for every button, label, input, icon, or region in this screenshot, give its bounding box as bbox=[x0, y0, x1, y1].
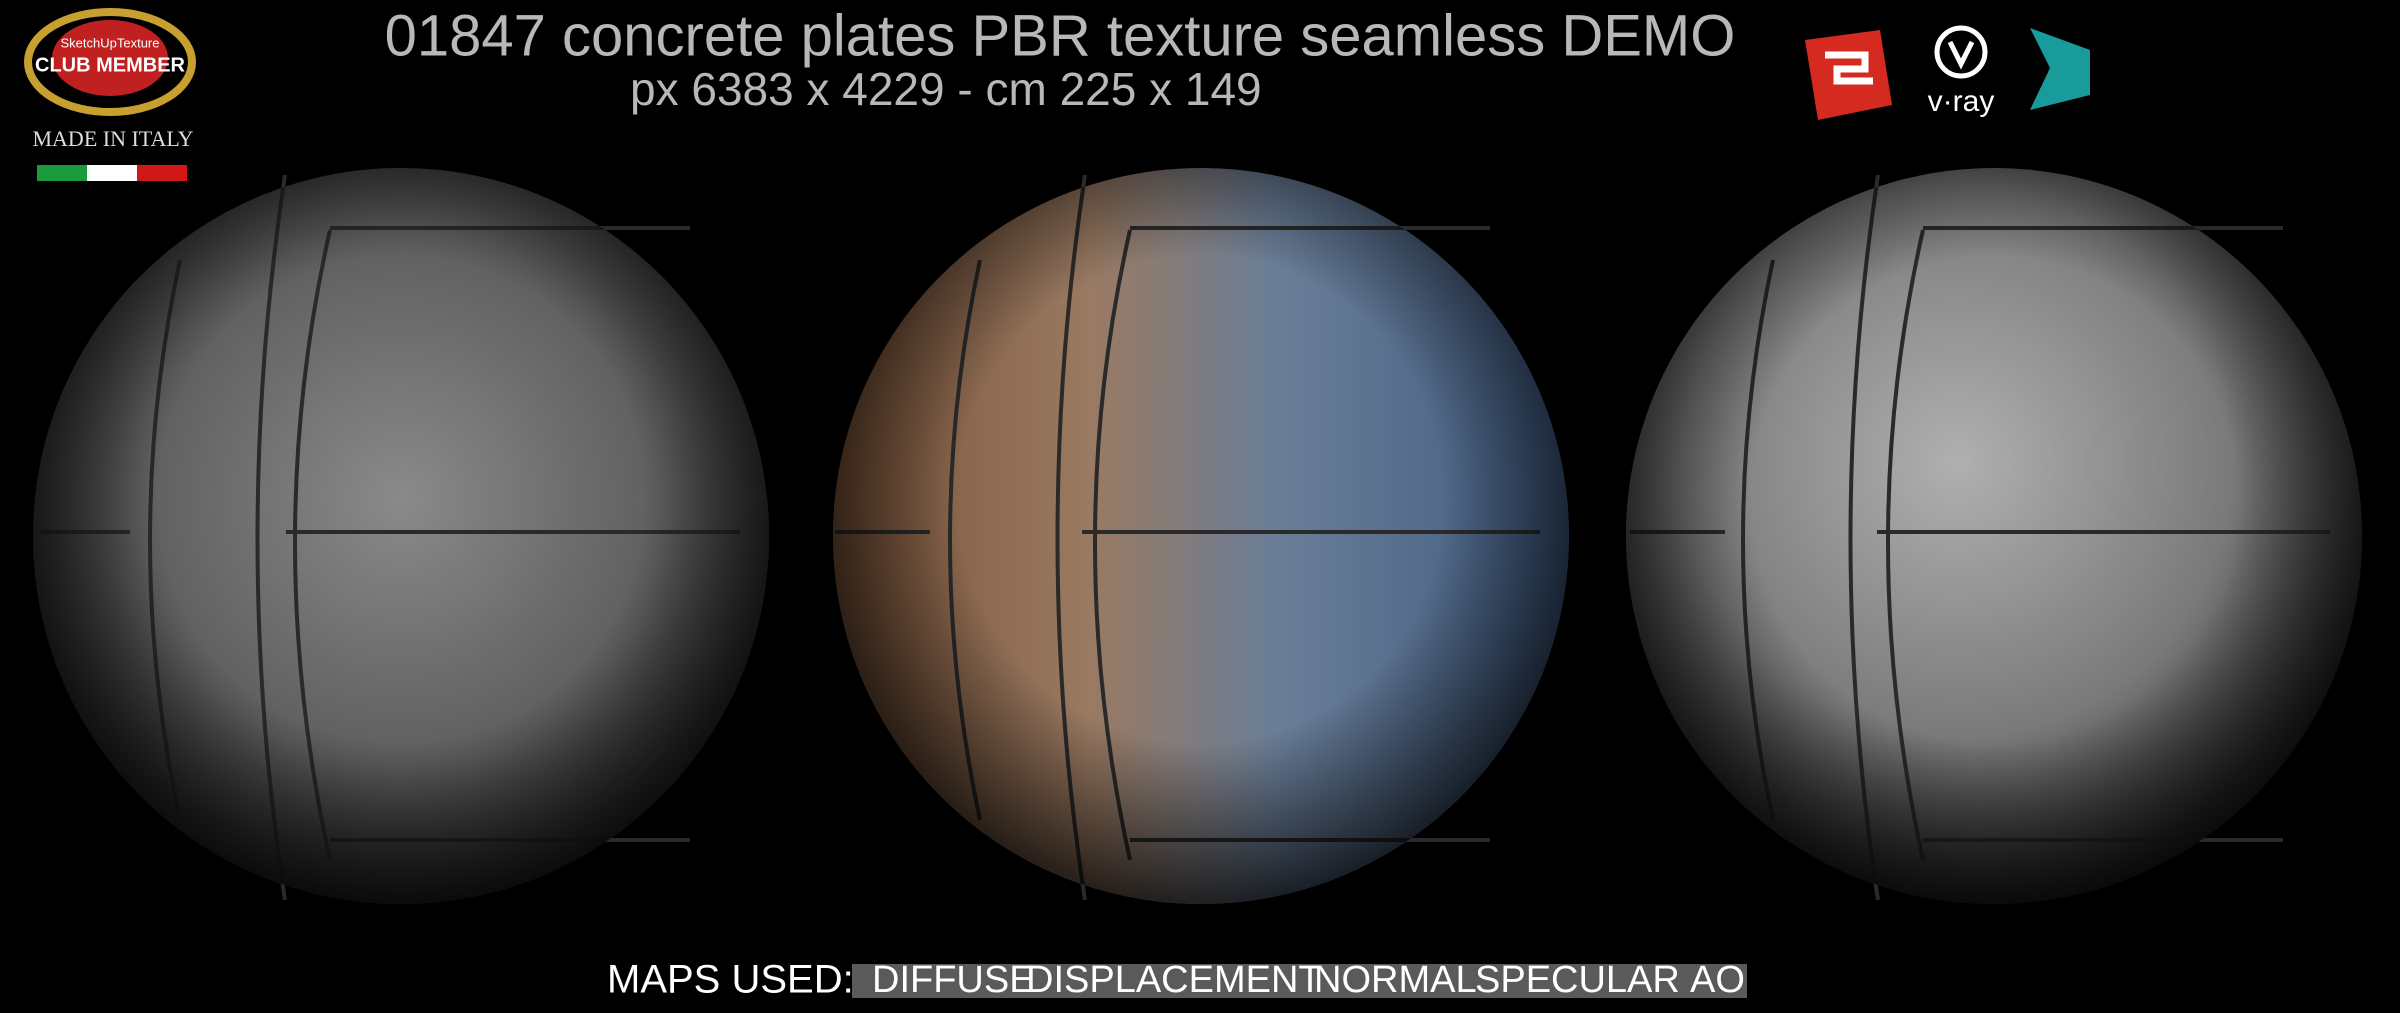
map-name: SPECULAR bbox=[1475, 959, 1680, 1001]
flag-green bbox=[37, 165, 87, 181]
vray-icon: v·ray bbox=[1928, 25, 1995, 118]
flag-white bbox=[87, 165, 137, 181]
sphere-shade bbox=[33, 168, 769, 904]
sketchup-mark bbox=[1825, 51, 1873, 85]
map-name: AO bbox=[1690, 959, 1745, 1001]
sphere-normal bbox=[833, 168, 1569, 904]
map-name: DIFFUSE bbox=[872, 959, 1035, 1001]
sphere-displacement bbox=[33, 168, 769, 904]
badge-text: CLUB MEMBER bbox=[35, 54, 186, 76]
origin: MADE IN ITALY bbox=[32, 126, 193, 151]
vray-ring bbox=[1934, 25, 1988, 79]
laurel bbox=[24, 8, 196, 116]
maps-bar bbox=[852, 964, 1747, 998]
sketchup-icon bbox=[1805, 30, 1892, 120]
maps-label: MAPS USED: bbox=[607, 958, 854, 1002]
badge bbox=[52, 20, 168, 96]
3ds-icon bbox=[2030, 28, 2090, 110]
subtitle: px 6383 x 4229 - cm 225 x 149 bbox=[630, 63, 1262, 115]
map-name: NORMAL bbox=[1314, 959, 1477, 1001]
vray-label: v·ray bbox=[1928, 85, 1995, 118]
map-name: DISPLACEMENT bbox=[1026, 959, 1322, 1001]
brand: SketchUpTexture bbox=[61, 35, 160, 50]
3ds-shape bbox=[2030, 28, 2090, 110]
sketchup-shape bbox=[1805, 30, 1892, 120]
title: 01847 concrete plates PBR texture seamle… bbox=[385, 3, 1736, 68]
club-logo: SketchUpTexture CLUB MEMBER MADE IN ITAL… bbox=[24, 8, 196, 181]
sphere-shade bbox=[1626, 168, 2362, 904]
flag-red bbox=[137, 165, 187, 181]
sphere-specular bbox=[1626, 168, 2362, 904]
vray-v bbox=[1947, 40, 1975, 70]
sphere-shade bbox=[833, 168, 1569, 904]
